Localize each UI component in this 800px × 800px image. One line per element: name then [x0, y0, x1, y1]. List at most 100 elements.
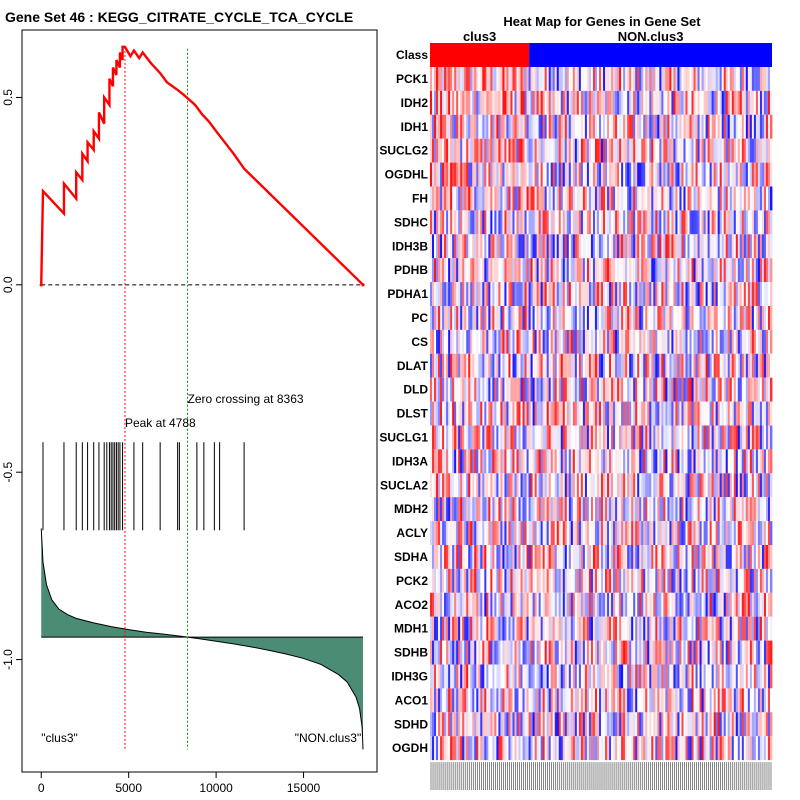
- heatmap-cell: [506, 712, 509, 737]
- heatmap-cell: [492, 497, 495, 522]
- heatmap-cell: [659, 425, 662, 450]
- heatmap-cell: [713, 712, 717, 737]
- heatmap-cell: [458, 497, 461, 522]
- heatmap-cell: [472, 306, 475, 330]
- heatmap-cell: [609, 282, 612, 306]
- heatmap-cell: [741, 258, 745, 283]
- heatmap-cell: [550, 688, 554, 713]
- heatmap-cell: [582, 592, 586, 617]
- heatmap-cell: [528, 497, 531, 522]
- heatmap-cell: [659, 138, 662, 163]
- heatmap-cell: [486, 401, 489, 426]
- heatmap-cell: [633, 282, 636, 306]
- heatmap-cell: [556, 616, 560, 641]
- heatmap-cell: [747, 186, 751, 211]
- heatmap-cell: [580, 425, 584, 450]
- heatmap-cell: [685, 616, 688, 641]
- heatmap-cell: [578, 186, 582, 211]
- heatmap-cell: [717, 138, 721, 163]
- heatmap-cell: [625, 258, 628, 283]
- heatmap-cell: [514, 329, 517, 354]
- heatmap-cell: [476, 736, 479, 761]
- heatmap-cell: [456, 425, 459, 450]
- heatmap-cell: [747, 640, 751, 665]
- heatmap-cell: [450, 473, 453, 498]
- heatmap-cell: [546, 640, 550, 665]
- heatmap-cell: [653, 425, 656, 450]
- heatmap-cell: [655, 306, 658, 330]
- heatmap-cell: [458, 712, 461, 737]
- heatmap-cell: [576, 329, 580, 354]
- heatmap-cell: [647, 664, 650, 689]
- heatmap-cell: [737, 545, 741, 569]
- heatmap-cell: [462, 329, 465, 354]
- heatmap-cell: [506, 449, 509, 474]
- heatmap-cell: [717, 425, 721, 450]
- heatmap-cell: [472, 521, 475, 545]
- heatmap-cell: [669, 90, 672, 115]
- heatmap-cell: [540, 210, 544, 235]
- heatmap-cell: [510, 67, 513, 91]
- heatmap-cell: [574, 162, 578, 187]
- heatmap-row: [430, 592, 773, 617]
- heatmap-cell: [434, 736, 437, 761]
- heatmap-cell: [546, 210, 550, 235]
- heatmap-cell: [510, 353, 513, 378]
- heatmap-cell: [540, 282, 544, 306]
- heatmap-cell: [546, 736, 550, 761]
- heatmap-cell: [649, 353, 652, 378]
- heatmap-cell: [442, 497, 445, 522]
- heatmap-cell: [534, 90, 538, 115]
- heatmap-cell: [661, 210, 664, 235]
- heatmap-cell: [598, 640, 602, 665]
- heatmap-cell: [550, 664, 554, 689]
- heatmap-cell: [701, 640, 704, 665]
- heatmap-cell: [745, 688, 749, 713]
- heatmap-cell: [607, 67, 610, 91]
- heatmap-cell: [763, 114, 767, 139]
- heatmap-cell: [601, 688, 604, 713]
- heatmap-cell: [745, 616, 749, 641]
- heatmap-cell: [679, 664, 682, 689]
- heatmap-cell: [458, 425, 461, 450]
- heatmap-cell: [452, 616, 455, 641]
- heatmap-cell: [520, 497, 523, 522]
- heatmap-cell: [725, 186, 729, 211]
- heatmap-cell: [526, 712, 529, 737]
- heatmap-cell: [468, 377, 471, 402]
- heatmap-cell: [673, 592, 676, 617]
- heatmap-cell: [621, 282, 624, 306]
- heatmap-cell: [627, 449, 630, 474]
- heatmap-cell: [462, 186, 465, 211]
- heatmap-cell: [522, 592, 525, 617]
- heatmap-cell: [542, 592, 546, 617]
- heatmap-cell: [607, 114, 610, 139]
- heatmap-cell: [625, 90, 628, 115]
- heatmap-cell: [550, 425, 554, 450]
- heatmap-cell: [661, 568, 664, 593]
- heatmap-cell: [611, 712, 614, 737]
- heatmap-cell: [496, 186, 499, 211]
- heatmap-cell: [693, 640, 696, 665]
- heatmap-cell: [562, 353, 566, 378]
- heatmap-cell: [448, 425, 451, 450]
- heatmap-cell: [522, 616, 525, 641]
- heatmap-cell: [584, 114, 588, 139]
- heatmap-cell: [695, 377, 698, 402]
- heatmap-cell: [460, 162, 463, 187]
- heatmap-cell: [731, 186, 735, 211]
- heatmap-cell: [566, 497, 570, 522]
- heatmap-cell: [590, 521, 594, 545]
- heatmap-cell: [677, 712, 680, 737]
- heatmap-cell: [506, 138, 509, 163]
- heatmap-cell: [500, 568, 503, 593]
- y-tick-label: -1.0: [1, 649, 15, 670]
- heatmap-cell: [645, 592, 648, 617]
- heatmap-cell: [617, 90, 620, 115]
- heatmap-cell: [460, 329, 463, 354]
- heatmap-cell: [723, 688, 727, 713]
- heatmap-cell: [605, 162, 608, 187]
- heatmap-cell: [695, 401, 698, 426]
- heatmap-cell: [689, 162, 692, 187]
- heatmap-cell: [530, 162, 533, 187]
